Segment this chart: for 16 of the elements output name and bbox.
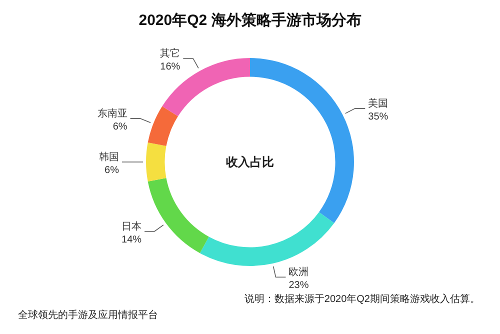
slice-label: 欧洲 — [288, 266, 309, 278]
data-label: 6% — [112, 122, 128, 133]
data-label: 23% — [288, 280, 309, 292]
data-label: 6% — [104, 165, 120, 176]
data-label: 14% — [122, 234, 142, 246]
data-label: 35% — [368, 111, 388, 122]
text: 全球领先的手游及应用情报平台 — [18, 309, 158, 321]
text: 收入占比 — [226, 155, 274, 169]
data-label: 16% — [160, 62, 180, 73]
slice-label: 日本 — [122, 220, 142, 232]
slice-label: 东南亚 — [97, 108, 128, 120]
slice-label: 其它 — [160, 48, 180, 60]
slice-label: 韩国 — [99, 151, 119, 163]
text: 说明：数据来源于2020年Q2期间策略游戏收入估算。 — [244, 293, 480, 305]
chart-title: 2020年Q2 海外策略手游市场分布 — [138, 11, 362, 30]
slice-label: 美国 — [368, 97, 388, 110]
